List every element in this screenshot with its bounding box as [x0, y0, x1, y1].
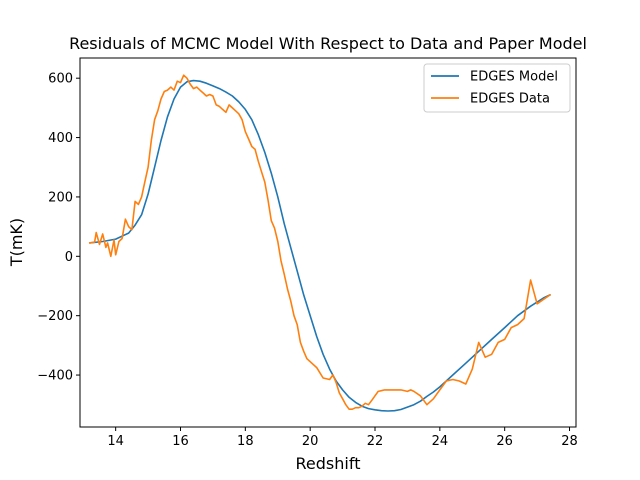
y-tick-label: 600 [48, 72, 73, 87]
x-tick-label: 16 [172, 434, 189, 449]
series-line-edges-data [88, 74, 551, 410]
x-axis-label: Redshift [296, 454, 361, 473]
legend-label: EDGES Model [470, 70, 558, 85]
y-axis-label: T(mK) [7, 218, 26, 267]
x-tick-label: 28 [561, 434, 578, 449]
x-tick-label: 14 [107, 434, 124, 449]
series-line-edges-model [88, 79, 551, 412]
chart-title: Residuals of MCMC Model With Respect to … [69, 34, 587, 53]
legend: EDGES Model EDGES Data [423, 63, 571, 113]
x-axis: 14 16 18 20 22 24 26 28 [107, 427, 578, 449]
x-tick-label: 26 [496, 434, 513, 449]
x-tick-label: 20 [302, 434, 319, 449]
plot-area [88, 74, 551, 412]
legend-box [423, 63, 571, 113]
y-tick-label: 200 [48, 190, 73, 205]
y-tick-label: −400 [37, 369, 73, 384]
x-tick-label: 18 [237, 434, 254, 449]
y-axis: −400 −200 0 200 400 600 [37, 72, 80, 384]
y-tick-label: −200 [37, 309, 73, 324]
plot-frame [79, 57, 577, 428]
y-tick-label: 400 [48, 131, 73, 146]
x-tick-label: 24 [432, 434, 449, 449]
legend-label: EDGES Data [470, 92, 550, 107]
y-tick-label: 0 [65, 250, 73, 265]
x-tick-label: 22 [367, 434, 384, 449]
